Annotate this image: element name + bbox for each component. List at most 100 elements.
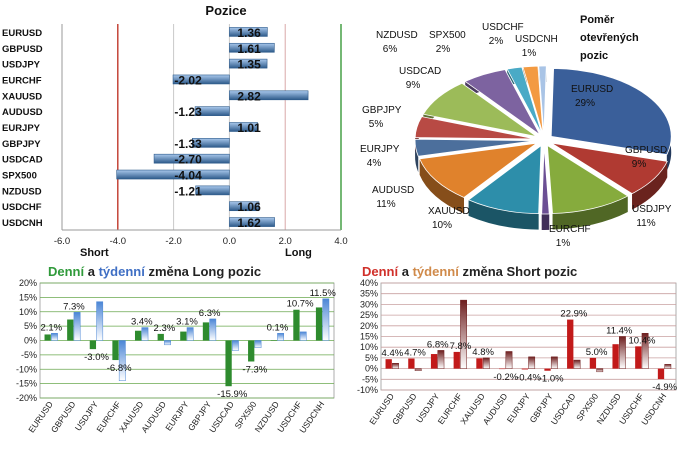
value-label: 1.06 — [237, 200, 261, 214]
value-label: -2.70 — [174, 153, 202, 167]
y-tick-label: -5% — [362, 374, 378, 384]
pie-slice-value: 2% — [436, 44, 451, 55]
daily-change-bar — [293, 309, 300, 341]
weekly-change-bar — [619, 336, 626, 369]
pie-slice-side — [419, 158, 464, 214]
pie-slice-label: USDJPY — [632, 204, 672, 215]
data-label: 22.9% — [560, 309, 587, 320]
data-label: 10.4% — [628, 335, 655, 346]
pie-slice — [414, 116, 536, 140]
title-part: týdenní — [99, 264, 146, 279]
daily-change-bar — [112, 340, 119, 361]
weekly-change-bar — [231, 340, 239, 351]
position-bar — [172, 74, 230, 85]
title-part: a — [398, 264, 412, 279]
category-label: USDCNH — [2, 218, 43, 229]
short-change-chart: Denní a týdenní změna Short pozic40%35%3… — [357, 264, 678, 427]
category-label: XAUUSD — [2, 91, 42, 102]
pie-title: otevřených — [580, 32, 639, 44]
pie-slice-value: 4% — [367, 158, 382, 169]
y-tick-label: 5% — [24, 321, 37, 331]
category-label: EURJPY — [2, 123, 41, 134]
pie-slice-label: USDCNH — [515, 34, 558, 45]
pie-slice-label: GBPUSD — [625, 145, 667, 156]
data-label: 6.3% — [199, 308, 221, 319]
open-positions-ratio-chart: Poměr otevřených pozic EURUSD 29% GBPUSD 9% USD… — [360, 14, 672, 249]
weekly-change-bar — [664, 364, 672, 369]
value-label: -1.33 — [174, 137, 202, 151]
y-tick-label: -15% — [16, 379, 37, 389]
weekly-change-bar — [254, 340, 262, 348]
pie-slice — [464, 69, 541, 136]
long-change-panel: Denní a týdenní změna Long pozic 20% 15% 10… — [0, 262, 340, 453]
pie-slice — [419, 142, 538, 198]
pie-slice-label: SPX500 — [429, 30, 466, 41]
y-tick-label: -20% — [16, 393, 37, 403]
daily-change-bar — [270, 340, 277, 341]
data-label: -0.2% — [493, 372, 518, 383]
pie-slice-label: USDCAD — [399, 66, 441, 77]
value-label: -2.02 — [174, 73, 202, 87]
pie-slice-label: NZDUSD — [376, 30, 418, 41]
daily-change-bar — [225, 340, 232, 387]
title-part: změna Long pozic — [145, 264, 261, 279]
category-label: SPX500 — [2, 171, 37, 182]
daily-change-bar — [248, 340, 255, 362]
y-tick-label: 15% — [19, 292, 37, 302]
value-label: -1.21 — [174, 184, 202, 198]
data-label: 4.8% — [472, 347, 494, 358]
data-label: -3.0% — [84, 352, 109, 363]
category-label: AUDUSD — [2, 107, 43, 118]
daily-change-bar — [521, 368, 528, 370]
short-label: Short — [80, 247, 109, 259]
data-label: -7.3% — [242, 364, 267, 375]
pie-slice-value: 9% — [632, 159, 647, 170]
daily-change-bar — [612, 344, 619, 369]
change-chart-title: Denní a týdenní změna Long pozic — [48, 264, 261, 279]
x-tick-label: 4.0 — [334, 236, 347, 247]
y-tick-label: 0% — [365, 364, 378, 374]
y-tick-label: -10% — [357, 385, 378, 395]
y-tick-label: 30% — [360, 299, 378, 309]
daily-change-bar — [544, 368, 551, 371]
weekly-change-bar — [322, 298, 330, 341]
position-bar — [229, 122, 258, 132]
daily-change-bar — [430, 354, 438, 369]
position-bar — [194, 106, 230, 116]
weekly-change-bar — [528, 356, 536, 369]
y-tick-label: 40% — [360, 278, 378, 288]
daily-change-bar — [315, 307, 323, 341]
data-label: 0.1% — [267, 322, 289, 333]
y-tick-label: 25% — [360, 310, 378, 320]
data-label: 3.1% — [176, 317, 198, 328]
pie-slice — [506, 66, 543, 135]
data-label: 4.7% — [404, 348, 426, 359]
pie-slice — [467, 144, 542, 215]
weekly-change-bar — [51, 333, 58, 341]
pie-slice-value: 5% — [369, 119, 384, 130]
change-chart-title: Denní a týdenní změna Short pozic — [362, 264, 577, 279]
weekly-change-bar — [392, 363, 399, 369]
category-label: GBPUSD — [2, 44, 43, 55]
value-label: -4.04 — [174, 169, 202, 183]
weekly-change-bar — [209, 318, 217, 341]
pie-slice-label: XAUUSD — [428, 206, 470, 217]
pie-slice — [550, 68, 672, 156]
daily-change-bar — [567, 319, 574, 369]
pie-slice — [546, 144, 629, 214]
x-tick-label: 0.0 — [223, 236, 236, 247]
y-tick-label: 10% — [360, 342, 378, 352]
pie-slice-label: EURCHF — [549, 224, 591, 235]
daily-change-bar — [202, 322, 210, 341]
pie-slice-value: 2% — [489, 36, 504, 47]
position-bar — [195, 185, 230, 196]
position-bar — [116, 169, 230, 180]
daily-change-bar — [44, 334, 51, 341]
position-bar — [229, 58, 268, 69]
weekly-change-bar — [118, 340, 126, 381]
pie-slice-side — [632, 161, 668, 210]
y-tick-label: 35% — [360, 289, 378, 299]
data-label: 11.5% — [310, 288, 337, 299]
value-label: 1.36 — [237, 26, 261, 40]
position-bar — [229, 42, 275, 53]
